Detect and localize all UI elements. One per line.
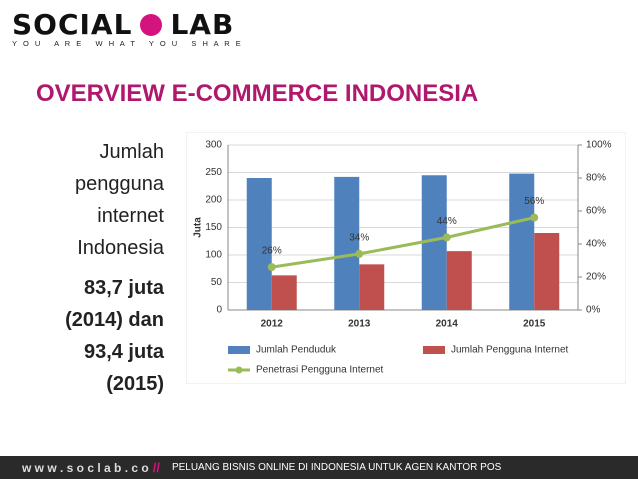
logo-wordmark: SOCIAL LAB [12, 8, 243, 41]
legend-label: Jumlah Penduduk [256, 345, 337, 356]
bar [509, 173, 535, 310]
legend-swatch [228, 346, 250, 354]
y2-tick-label: 60% [586, 206, 606, 217]
line-point [355, 249, 364, 258]
data-label: 56% [524, 196, 544, 207]
line-point [442, 233, 451, 242]
footer-site: w w w . s o c l a b . c o [22, 460, 149, 475]
y2-tick-label: 0% [586, 305, 601, 316]
bar [334, 176, 360, 310]
y-axis-label: Juta [193, 217, 204, 238]
data-label: 34% [349, 233, 369, 244]
y-tick-label: 50 [211, 277, 223, 288]
line-point [530, 213, 539, 222]
legend-swatch [235, 366, 243, 374]
legend-swatch [423, 346, 445, 354]
logo: SOCIAL LAB Y O U A R E W H A T Y O U S H… [12, 8, 243, 48]
footer-slashes: // [152, 460, 160, 475]
y-tick-label: 150 [205, 222, 222, 233]
legend-label: Jumlah Pengguna Internet [451, 345, 569, 356]
y2-tick-label: 100% [586, 140, 612, 151]
y-tick-label: 100 [205, 250, 222, 261]
side-text: Jumlah pengguna internet Indonesia 83,7 … [28, 136, 164, 400]
y-tick-label: 250 [205, 167, 222, 178]
x-tick-label: 2013 [348, 319, 371, 330]
y2-tick-label: 40% [586, 239, 606, 250]
logo-left: SOCIAL [12, 8, 133, 41]
bar [534, 233, 560, 310]
logo-tagline: Y O U A R E W H A T Y O U S H A R E [12, 39, 243, 48]
x-tick-label: 2014 [436, 319, 459, 330]
slide-title: OVERVIEW E-COMMERCE INDONESIA [36, 80, 479, 107]
y2-tick-label: 20% [586, 272, 606, 283]
bar [446, 251, 472, 310]
bar [359, 264, 385, 310]
line-point [267, 263, 276, 272]
logo-right: LAB [170, 8, 235, 41]
y-tick-label: 200 [205, 195, 222, 206]
x-tick-label: 2015 [523, 319, 546, 330]
bar [246, 178, 272, 310]
x-tick-label: 2012 [261, 319, 284, 330]
legend-label: Penetrasi Pengguna Internet [256, 365, 384, 376]
footer-tagline: PELUANG BISNIS ONLINE DI INDONESIA UNTUK… [171, 462, 502, 473]
y-tick-label: 300 [205, 140, 222, 151]
y-tick-label: 0 [216, 305, 222, 316]
line [271, 216, 535, 269]
data-label: 44% [437, 216, 457, 227]
chart: 0 50 100 150 200 250 300 0% 20% 40% 60% 80% 100% Juta… [186, 132, 626, 384]
footer: w w w . s o c l a b . c o // PELUANG BIS… [0, 456, 638, 479]
y2-tick-label: 80% [586, 173, 606, 184]
data-label: 26% [262, 246, 282, 257]
side-highlight: 83,7 juta (2014) dan 93,4 juta (2015) [65, 277, 164, 395]
side-intro: Jumlah pengguna internet Indonesia [75, 141, 164, 259]
logo-icon [140, 13, 163, 36]
bar [271, 275, 297, 310]
